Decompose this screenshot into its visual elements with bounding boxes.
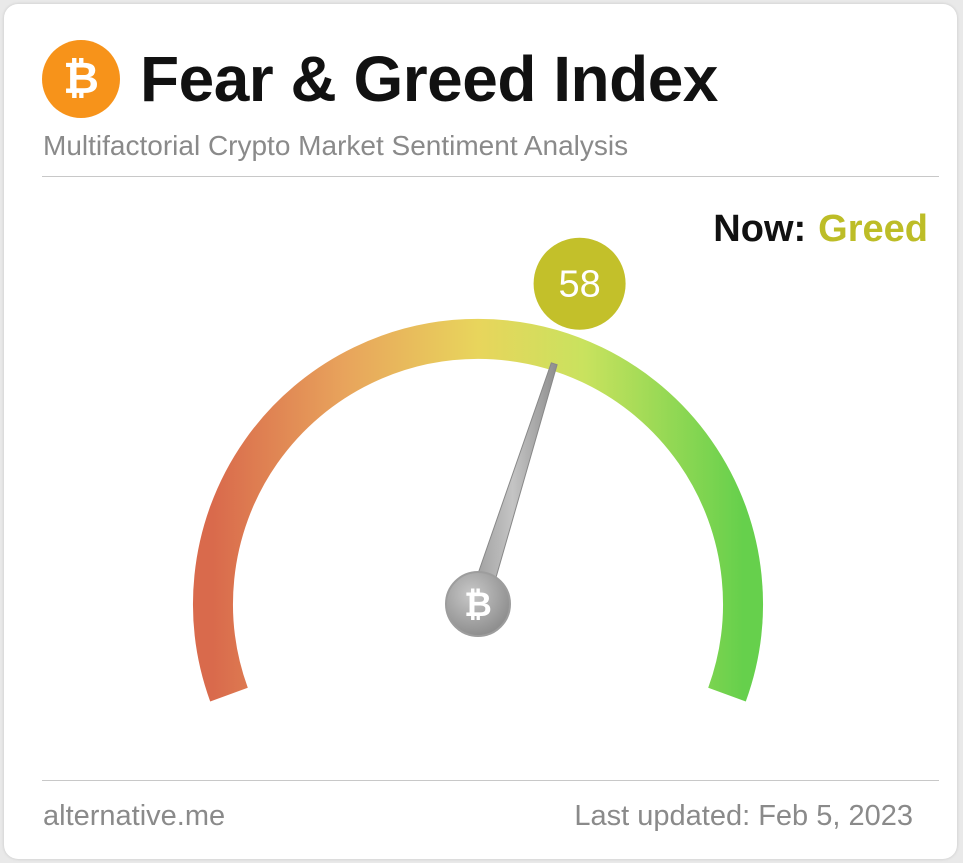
- sentiment-gauge: ₿ 58: [193, 237, 763, 702]
- page-title: Fear & Greed Index: [140, 43, 718, 115]
- needle-hub-bitcoin-icon: [445, 571, 511, 637]
- gauge-needle: [467, 362, 558, 608]
- source-link[interactable]: alternative.me: [43, 800, 226, 832]
- gauge-value: 58: [558, 264, 600, 306]
- bitcoin-symbol: ₿: [63, 54, 99, 103]
- hub-bitcoin-symbol: ₿: [464, 586, 492, 624]
- page-subtitle: Multifactorial Crypto Market Sentiment A…: [43, 130, 629, 161]
- gauge-arc: [193, 318, 763, 702]
- last-updated: Last updated: Feb 5, 2023: [574, 800, 913, 832]
- fear-greed-card: ₿ Fear & Greed Index Multifactorial Cryp…: [4, 4, 957, 859]
- classification-label: Greed: [818, 208, 928, 250]
- now-label: Now:: [713, 208, 807, 250]
- current-status: Now: Greed: [713, 208, 928, 251]
- bitcoin-logo-icon: ₿: [42, 40, 120, 118]
- footer-divider: [42, 780, 939, 781]
- header-divider: [42, 176, 939, 177]
- value-badge: [533, 237, 626, 330]
